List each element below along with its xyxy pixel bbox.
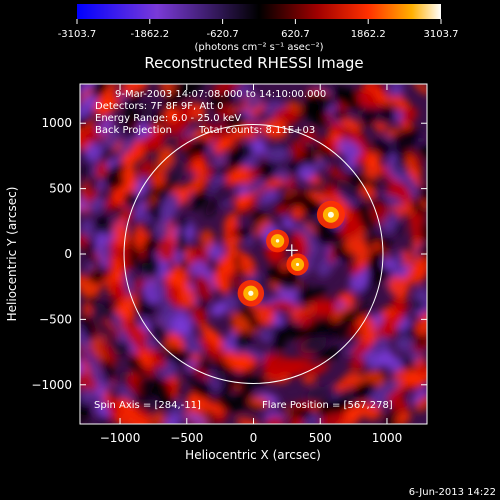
colorbar-tick-label: -3103.7 — [58, 29, 97, 40]
colorbar — [77, 4, 441, 19]
x-tick-label: −500 — [170, 431, 203, 445]
x-tick-label: 0 — [250, 431, 258, 445]
colorbar-ticks: -3103.7 -1862.2 -620.7 620.7 1862.2 3103.7 — [58, 19, 459, 40]
emission-source — [237, 280, 265, 307]
x-tick-label: −1000 — [100, 431, 141, 445]
chart-title: Reconstructed RHESSI Image — [144, 54, 363, 72]
annotation-method: Back Projection — [95, 125, 172, 136]
emission-source — [286, 253, 309, 276]
emission-sources — [237, 200, 345, 307]
x-axis-label: Heliocentric X (arcsec) — [185, 448, 321, 462]
annotation-detectors: Detectors: 7F 8F 9F, Att 0 — [95, 101, 223, 112]
x-tick-label: 1000 — [372, 431, 403, 445]
colorbar-units: (photons cm⁻² s⁻¹ asec⁻²) — [194, 42, 323, 53]
annotation-energy: Energy Range: 6.0 - 25.0 keV — [95, 113, 241, 124]
x-tick-label: 500 — [309, 431, 332, 445]
flare-marker — [285, 244, 298, 257]
y-tick-label: 1000 — [41, 116, 72, 130]
colorbar-tick-label: 620.7 — [281, 29, 310, 40]
solar-limb — [123, 124, 384, 384]
annotation-flare-position: Flare Position = [567,278] — [262, 400, 393, 411]
y-axis: −1000 −500 0 500 1000 — [31, 116, 427, 392]
emission-source — [266, 229, 290, 253]
colorbar-tick-label: -620.7 — [206, 29, 238, 40]
colorbar-tick-label: 3103.7 — [424, 29, 459, 40]
colorbar-tick-label: -1862.2 — [130, 29, 169, 40]
image-panel — [80, 84, 427, 424]
y-tick-label: 500 — [49, 182, 72, 196]
annotation-total-counts: Total counts: 8.11E+03 — [198, 125, 315, 136]
y-axis-label: Heliocentric Y (arcsec) — [5, 187, 19, 322]
y-tick-label: 0 — [64, 247, 72, 261]
x-axis: −1000 −500 0 500 1000 — [100, 84, 402, 445]
y-tick-label: −500 — [39, 312, 72, 326]
footer-date: 6-Jun-2013 14:22 — [409, 487, 496, 498]
colorbar-tick-label: 1862.2 — [351, 29, 386, 40]
y-tick-label: −1000 — [31, 378, 72, 392]
annotations: 9-Mar-2003 14:07:08.000 to 14:10:00.000 … — [94, 89, 393, 411]
annotation-spin-axis: Spin Axis = [284,-11] — [94, 400, 201, 411]
emission-source — [316, 200, 345, 229]
annotation-date-range: 9-Mar-2003 14:07:08.000 to 14:10:00.000 — [115, 89, 326, 100]
